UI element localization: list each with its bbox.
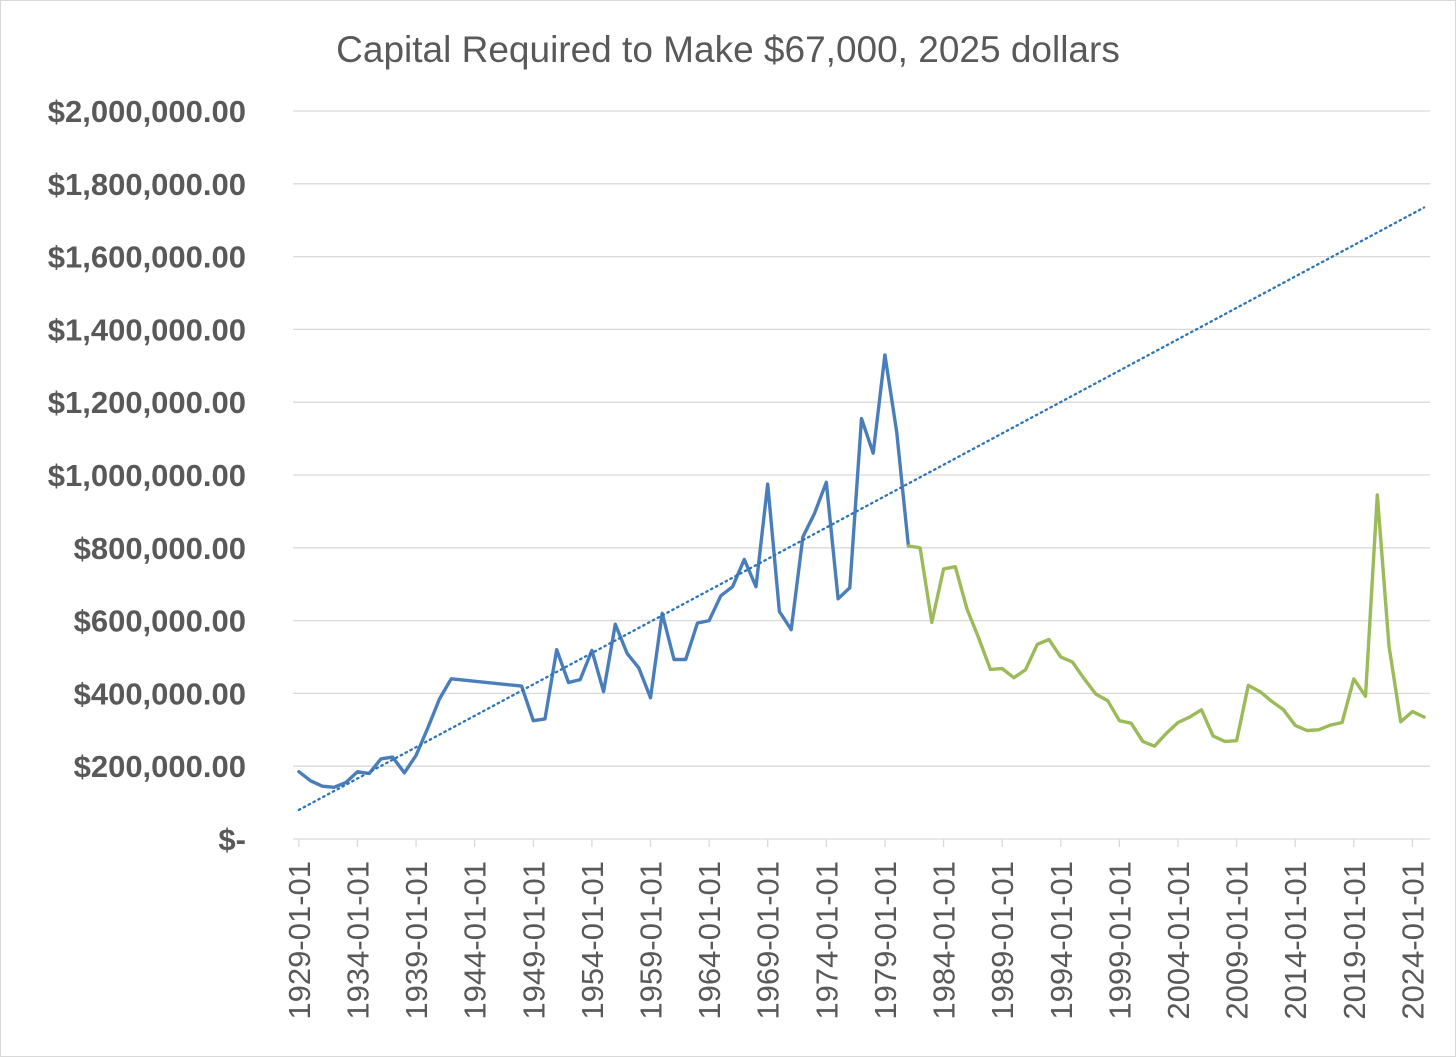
x-tick-label: 1979-01-01 bbox=[868, 861, 903, 1020]
y-tick-label: $1,200,000.00 bbox=[48, 385, 246, 420]
trendline bbox=[297, 206, 1426, 812]
y-tick-label: $- bbox=[218, 822, 246, 857]
x-tick-label: 2024-01-01 bbox=[1395, 861, 1430, 1020]
x-tick-label: 2009-01-01 bbox=[1220, 861, 1255, 1020]
x-tick-label: 1944-01-01 bbox=[458, 861, 493, 1020]
y-tick-label: $200,000.00 bbox=[74, 749, 246, 784]
x-tick-label: 1949-01-01 bbox=[516, 861, 551, 1020]
x-tick-label: 1984-01-01 bbox=[927, 861, 962, 1020]
y-tick-label: $1,400,000.00 bbox=[48, 312, 246, 347]
y-tick-label: $2,000,000.00 bbox=[48, 94, 246, 129]
y-axis-ticks: $- $200,000.00 $400,000.00 $600,000.00 $800,… bbox=[48, 94, 246, 857]
x-tick-label: 1929-01-01 bbox=[282, 861, 317, 1020]
x-tick-label: 1954-01-01 bbox=[575, 861, 610, 1020]
x-tick-label: 2019-01-01 bbox=[1337, 861, 1372, 1020]
y-tick-label: $600,000.00 bbox=[74, 604, 246, 639]
chart-title: Capital Required to Make $67,000, 2025 d… bbox=[336, 29, 1120, 70]
x-tick-label: 1964-01-01 bbox=[692, 861, 727, 1020]
gridlines bbox=[293, 110, 1430, 840]
y-tick-label: $800,000.00 bbox=[74, 531, 246, 566]
y-tick-label: $1,000,000.00 bbox=[48, 458, 246, 493]
x-tick-label: 1939-01-01 bbox=[399, 861, 434, 1020]
x-tick-label: 2014-01-01 bbox=[1278, 861, 1313, 1020]
x-tick-label: 1934-01-01 bbox=[340, 861, 375, 1020]
series-line-1 bbox=[297, 353, 911, 789]
y-tick-label: $1,600,000.00 bbox=[48, 240, 246, 275]
x-tick-label: 1959-01-01 bbox=[634, 861, 669, 1020]
x-tick-label: 1974-01-01 bbox=[809, 861, 844, 1020]
x-tick-label: 1969-01-01 bbox=[751, 861, 786, 1020]
y-tick-label: $400,000.00 bbox=[74, 676, 246, 711]
x-tick-label: 1994-01-01 bbox=[1044, 861, 1079, 1020]
x-axis-ticks: 1929-01-01 1934-01-01 1939-01-01 1944-01-01… bbox=[282, 839, 1430, 1020]
y-tick-label: $1,800,000.00 bbox=[48, 167, 246, 202]
x-tick-label: 1989-01-01 bbox=[985, 861, 1020, 1020]
series-lines bbox=[297, 206, 1426, 812]
x-tick-label: 2004-01-01 bbox=[1161, 861, 1196, 1020]
x-tick-label: 1999-01-01 bbox=[1102, 861, 1137, 1020]
